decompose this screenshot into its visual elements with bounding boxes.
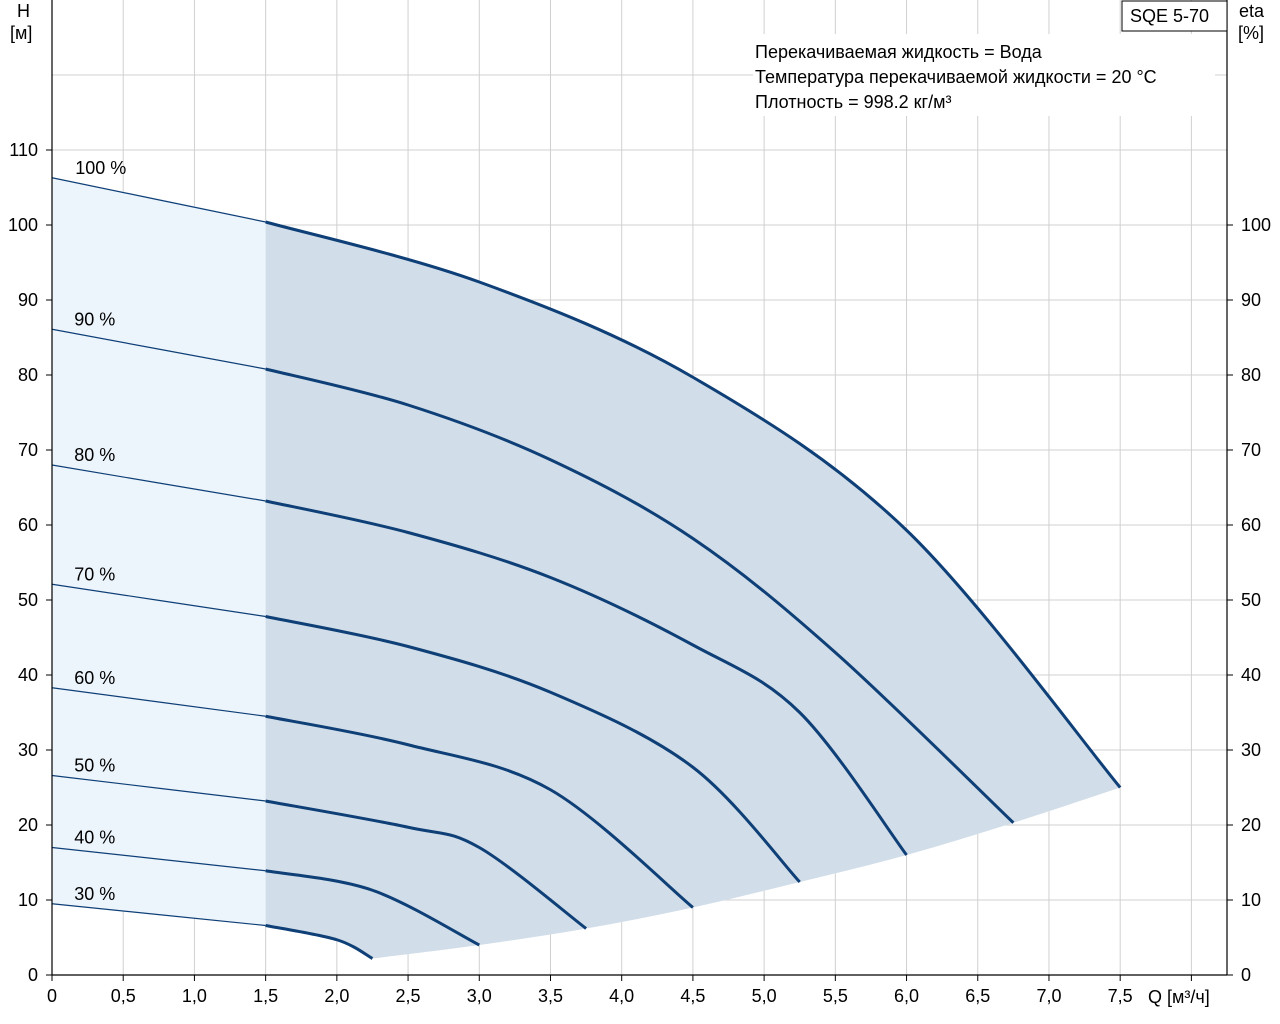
y-left-axis-title: H	[17, 1, 30, 21]
curve-label-80-pct: 80 %	[74, 445, 115, 465]
y-right-tick-label: 20	[1241, 815, 1261, 835]
info-line-fluid: Перекачиваемая жидкость = Вода	[755, 42, 1043, 62]
curve-label-30-pct: 30 %	[74, 884, 115, 904]
curve-70-pct	[265, 615, 801, 884]
x-tick-label: 2,0	[324, 986, 349, 1006]
y-right-tick-label: 90	[1241, 290, 1261, 310]
y-right-axis-unit: [%]	[1238, 23, 1264, 43]
x-tick-label: 4,5	[680, 986, 705, 1006]
y-right-tick-label: 10	[1241, 890, 1261, 910]
y-right-tick-label: 70	[1241, 440, 1261, 460]
curve-90-pct	[265, 367, 1015, 824]
curve-label-100-pct: 100 %	[75, 158, 126, 178]
y-left-tick-label: 90	[18, 290, 38, 310]
info-box	[753, 34, 1215, 116]
y-right-tick-label: 0	[1241, 965, 1251, 985]
y-right-tick-label: 100	[1241, 215, 1271, 235]
y-left-tick-label: 70	[18, 440, 38, 460]
y-right-tick-label: 60	[1241, 515, 1261, 535]
curve-40-pct	[265, 869, 480, 947]
x-tick-label: 2,5	[396, 986, 421, 1006]
curve-label-60-pct: 60 %	[74, 668, 115, 688]
x-tick-label: 3,0	[467, 986, 492, 1006]
curve-100-low-flow	[51, 177, 266, 223]
curve-label-40-pct: 40 %	[74, 828, 115, 848]
y-left-tick-label: 60	[18, 515, 38, 535]
labels: 100 % 90 % 80 % 70 % 60 % 50 % 40 % 30 % 0 0,5 1,0…	[8, 140, 1271, 1006]
curve-80-low-flow	[51, 464, 266, 502]
x-axis-title: Q [м³/ч]	[1148, 987, 1210, 1007]
y-left-tick-label: 10	[18, 890, 38, 910]
y-right-tick-label: 30	[1241, 740, 1261, 760]
curve-70-low-flow	[51, 583, 266, 618]
y-left-tick-label: 110	[9, 140, 38, 160]
x-tick-label: 0,5	[111, 986, 136, 1006]
x-tick-label: 3,5	[538, 986, 563, 1006]
y-right-tick-label: 50	[1241, 590, 1261, 610]
curve-40-low-flow	[51, 846, 266, 872]
curve-label-50-pct: 50 %	[74, 756, 115, 776]
y-left-tick-label: 100	[8, 215, 38, 235]
model-name: SQE 5-70	[1130, 6, 1209, 26]
curve-30-pct	[265, 924, 374, 960]
x-tick-label: 1,5	[253, 986, 278, 1006]
curve-60-low-flow	[51, 687, 266, 717]
info-line-density: Плотность = 998.2 кг/м³	[755, 92, 951, 112]
y-left-tick-label: 30	[18, 740, 38, 760]
x-tick-label: 6,0	[894, 986, 919, 1006]
curve-90-low-flow	[51, 328, 266, 370]
recommended-operating-range	[265, 222, 1121, 959]
curve-80-pct	[265, 499, 908, 856]
x-tick-label: 0	[47, 986, 57, 1006]
x-tick-label: 5,0	[752, 986, 777, 1006]
x-tick-label: 5,5	[823, 986, 848, 1006]
operating-areas	[52, 177, 1121, 959]
x-tick-label: 1,0	[182, 986, 207, 1006]
curve-label-90-pct: 90 %	[74, 309, 115, 329]
y-left-tick-label: 20	[18, 815, 38, 835]
info-line-temperature: Температура перекачиваемой жидкости = 20…	[755, 67, 1157, 87]
curve-100-pct	[265, 220, 1122, 789]
y-left-axis-unit: [м]	[10, 23, 32, 43]
y-right-tick-label: 40	[1241, 665, 1261, 685]
y-left-tick-label: 0	[28, 965, 38, 985]
y-left-tick-label: 50	[18, 590, 38, 610]
x-tick-label: 6,5	[965, 986, 990, 1006]
curve-50-pct	[265, 799, 587, 930]
model-box	[1121, 0, 1228, 32]
x-tick-label: 4,0	[609, 986, 634, 1006]
x-tick-label: 7,5	[1108, 986, 1133, 1006]
x-tick-label: 7,0	[1036, 986, 1061, 1006]
curve-50-low-flow	[51, 774, 266, 802]
curves	[51, 177, 1122, 960]
y-right-tick-label: 80	[1241, 365, 1261, 385]
curve-label-70-pct: 70 %	[74, 564, 115, 584]
curve-60-pct	[265, 714, 694, 909]
y-right-axis-title: eta	[1239, 1, 1265, 21]
axes	[46, 0, 1233, 981]
curve-30-low-flow	[51, 903, 266, 927]
y-left-tick-label: 80	[18, 365, 38, 385]
y-left-tick-label: 40	[18, 665, 38, 685]
